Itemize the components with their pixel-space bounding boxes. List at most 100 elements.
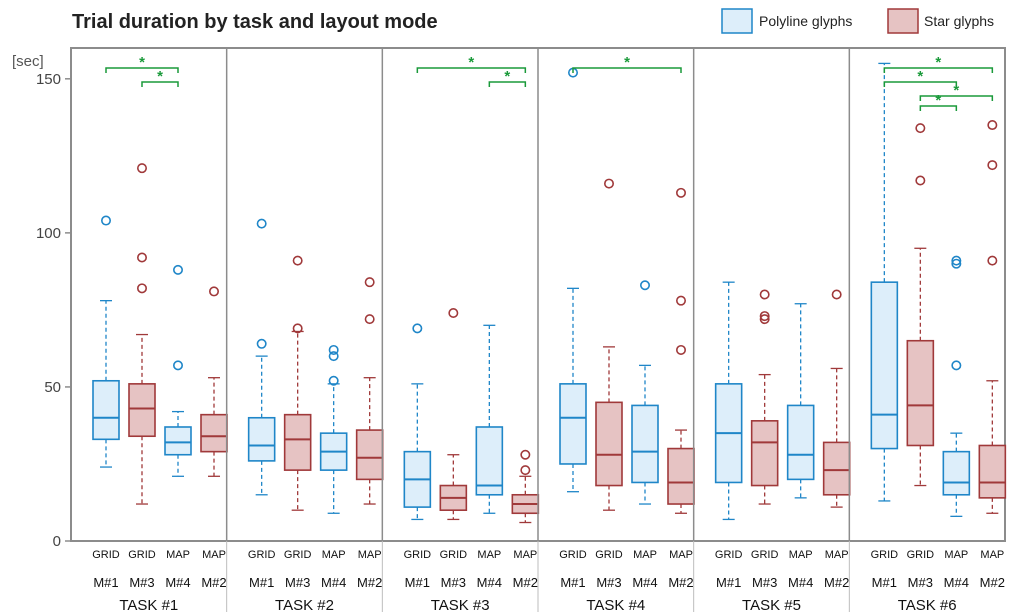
mode-label: M#3	[285, 575, 310, 590]
significance-star: *	[157, 68, 163, 85]
significance-bracket: *	[105, 54, 179, 73]
layout-label: GRID	[404, 549, 432, 561]
box-polyline	[870, 62, 899, 502]
significance-bracket: *	[572, 54, 682, 73]
outlier-point	[759, 314, 770, 325]
box-iqr	[355, 429, 384, 481]
box-iqr	[283, 413, 312, 471]
y-axis-unit: [sec]	[12, 53, 44, 70]
significance-line	[488, 81, 527, 87]
box-iqr	[870, 281, 899, 450]
layout-label: MAP	[513, 549, 537, 561]
layout-label: GRID	[595, 549, 623, 561]
significance-bracket: *	[488, 68, 527, 87]
task-panel: * * * *	[848, 48, 1007, 541]
legend-swatch-star	[887, 8, 919, 34]
significance-star: *	[917, 68, 923, 85]
significance-line	[105, 67, 179, 73]
legend-swatch-polyline	[721, 8, 753, 34]
outlier-point	[328, 375, 339, 386]
significance-star: *	[139, 54, 145, 71]
layout-label: GRID	[907, 549, 935, 561]
box-star	[906, 123, 935, 487]
box-iqr	[750, 420, 779, 487]
box-iqr	[978, 444, 1007, 499]
mode-label: M#4	[788, 575, 813, 590]
outlier-point	[209, 286, 220, 297]
layout-label: GRID	[284, 549, 312, 561]
outlier-point	[675, 295, 686, 306]
outlier-point	[137, 283, 148, 294]
outlier-point	[987, 255, 998, 266]
box-iqr	[631, 404, 659, 484]
box-iqr	[128, 383, 156, 438]
box-star	[595, 178, 623, 511]
significance-bracket: *	[141, 68, 179, 87]
layout-label: MAP	[669, 549, 693, 561]
task-panel: **	[92, 54, 228, 505]
layout-label: MAP	[789, 549, 813, 561]
outlier-point	[915, 123, 926, 134]
outlier-point	[987, 120, 998, 131]
layout-label: GRID	[248, 549, 276, 561]
outlier-point	[101, 215, 112, 226]
box-iqr	[786, 404, 815, 481]
outlier-point	[520, 449, 531, 460]
mode-label: M#1	[560, 575, 585, 590]
outlier-point	[364, 314, 375, 325]
outlier-point	[675, 344, 686, 355]
outlier-point	[951, 258, 962, 269]
outlier-point	[173, 360, 184, 371]
box-polyline	[942, 255, 971, 517]
legend: Polyline glyphs Star glyphs	[721, 8, 994, 34]
box-star	[439, 307, 468, 521]
outlier-point	[292, 255, 303, 266]
layout-label: GRID	[92, 549, 120, 561]
box-iqr	[247, 416, 276, 462]
significance-line	[919, 95, 994, 101]
outlier-point	[639, 280, 650, 291]
outlier-point	[137, 163, 148, 174]
outlier-point	[328, 351, 339, 362]
task-panel	[225, 48, 384, 541]
mode-label: M#3	[441, 575, 466, 590]
box-star	[978, 120, 1007, 514]
box-star	[750, 289, 779, 505]
task-label: TASK #2	[275, 597, 334, 612]
plot-area: ***** ****	[70, 47, 1007, 542]
significance-star: *	[468, 54, 474, 71]
box-iqr	[942, 450, 971, 496]
mode-label: M#2	[824, 575, 849, 590]
outlier-point	[292, 323, 303, 334]
outlier-point	[137, 252, 148, 263]
box-polyline	[247, 218, 276, 496]
task-panel	[692, 48, 851, 541]
box-star	[667, 187, 695, 514]
mode-label: M#1	[872, 575, 897, 590]
layout-label: MAP	[825, 549, 849, 561]
mode-label: M#4	[321, 575, 346, 590]
layout-label: MAP	[322, 549, 346, 561]
significance-star: *	[624, 54, 630, 71]
y-axis: 0 50 100 150	[36, 71, 71, 550]
box-iqr	[92, 379, 120, 441]
mode-label: M#1	[405, 575, 430, 590]
y-tick-label: 0	[53, 533, 61, 550]
significance-bracket: *	[919, 92, 958, 111]
legend-entry-star: Star glyphs	[887, 8, 994, 34]
significance-line	[883, 67, 994, 73]
box-polyline	[92, 215, 120, 468]
mode-label: M#2	[513, 575, 538, 590]
mode-label: M#1	[249, 575, 274, 590]
layout-label: MAP	[202, 549, 226, 561]
task-label: TASK #1	[119, 597, 178, 612]
significance-bracket: *	[883, 54, 994, 73]
task-label: TASK #3	[431, 597, 490, 612]
task-panel: **	[381, 48, 540, 541]
layout-label: GRID	[559, 549, 587, 561]
significance-star: *	[953, 82, 959, 99]
significance-line	[883, 81, 958, 87]
significance-line	[572, 67, 682, 73]
legend-entry-polyline: Polyline glyphs	[721, 8, 852, 34]
